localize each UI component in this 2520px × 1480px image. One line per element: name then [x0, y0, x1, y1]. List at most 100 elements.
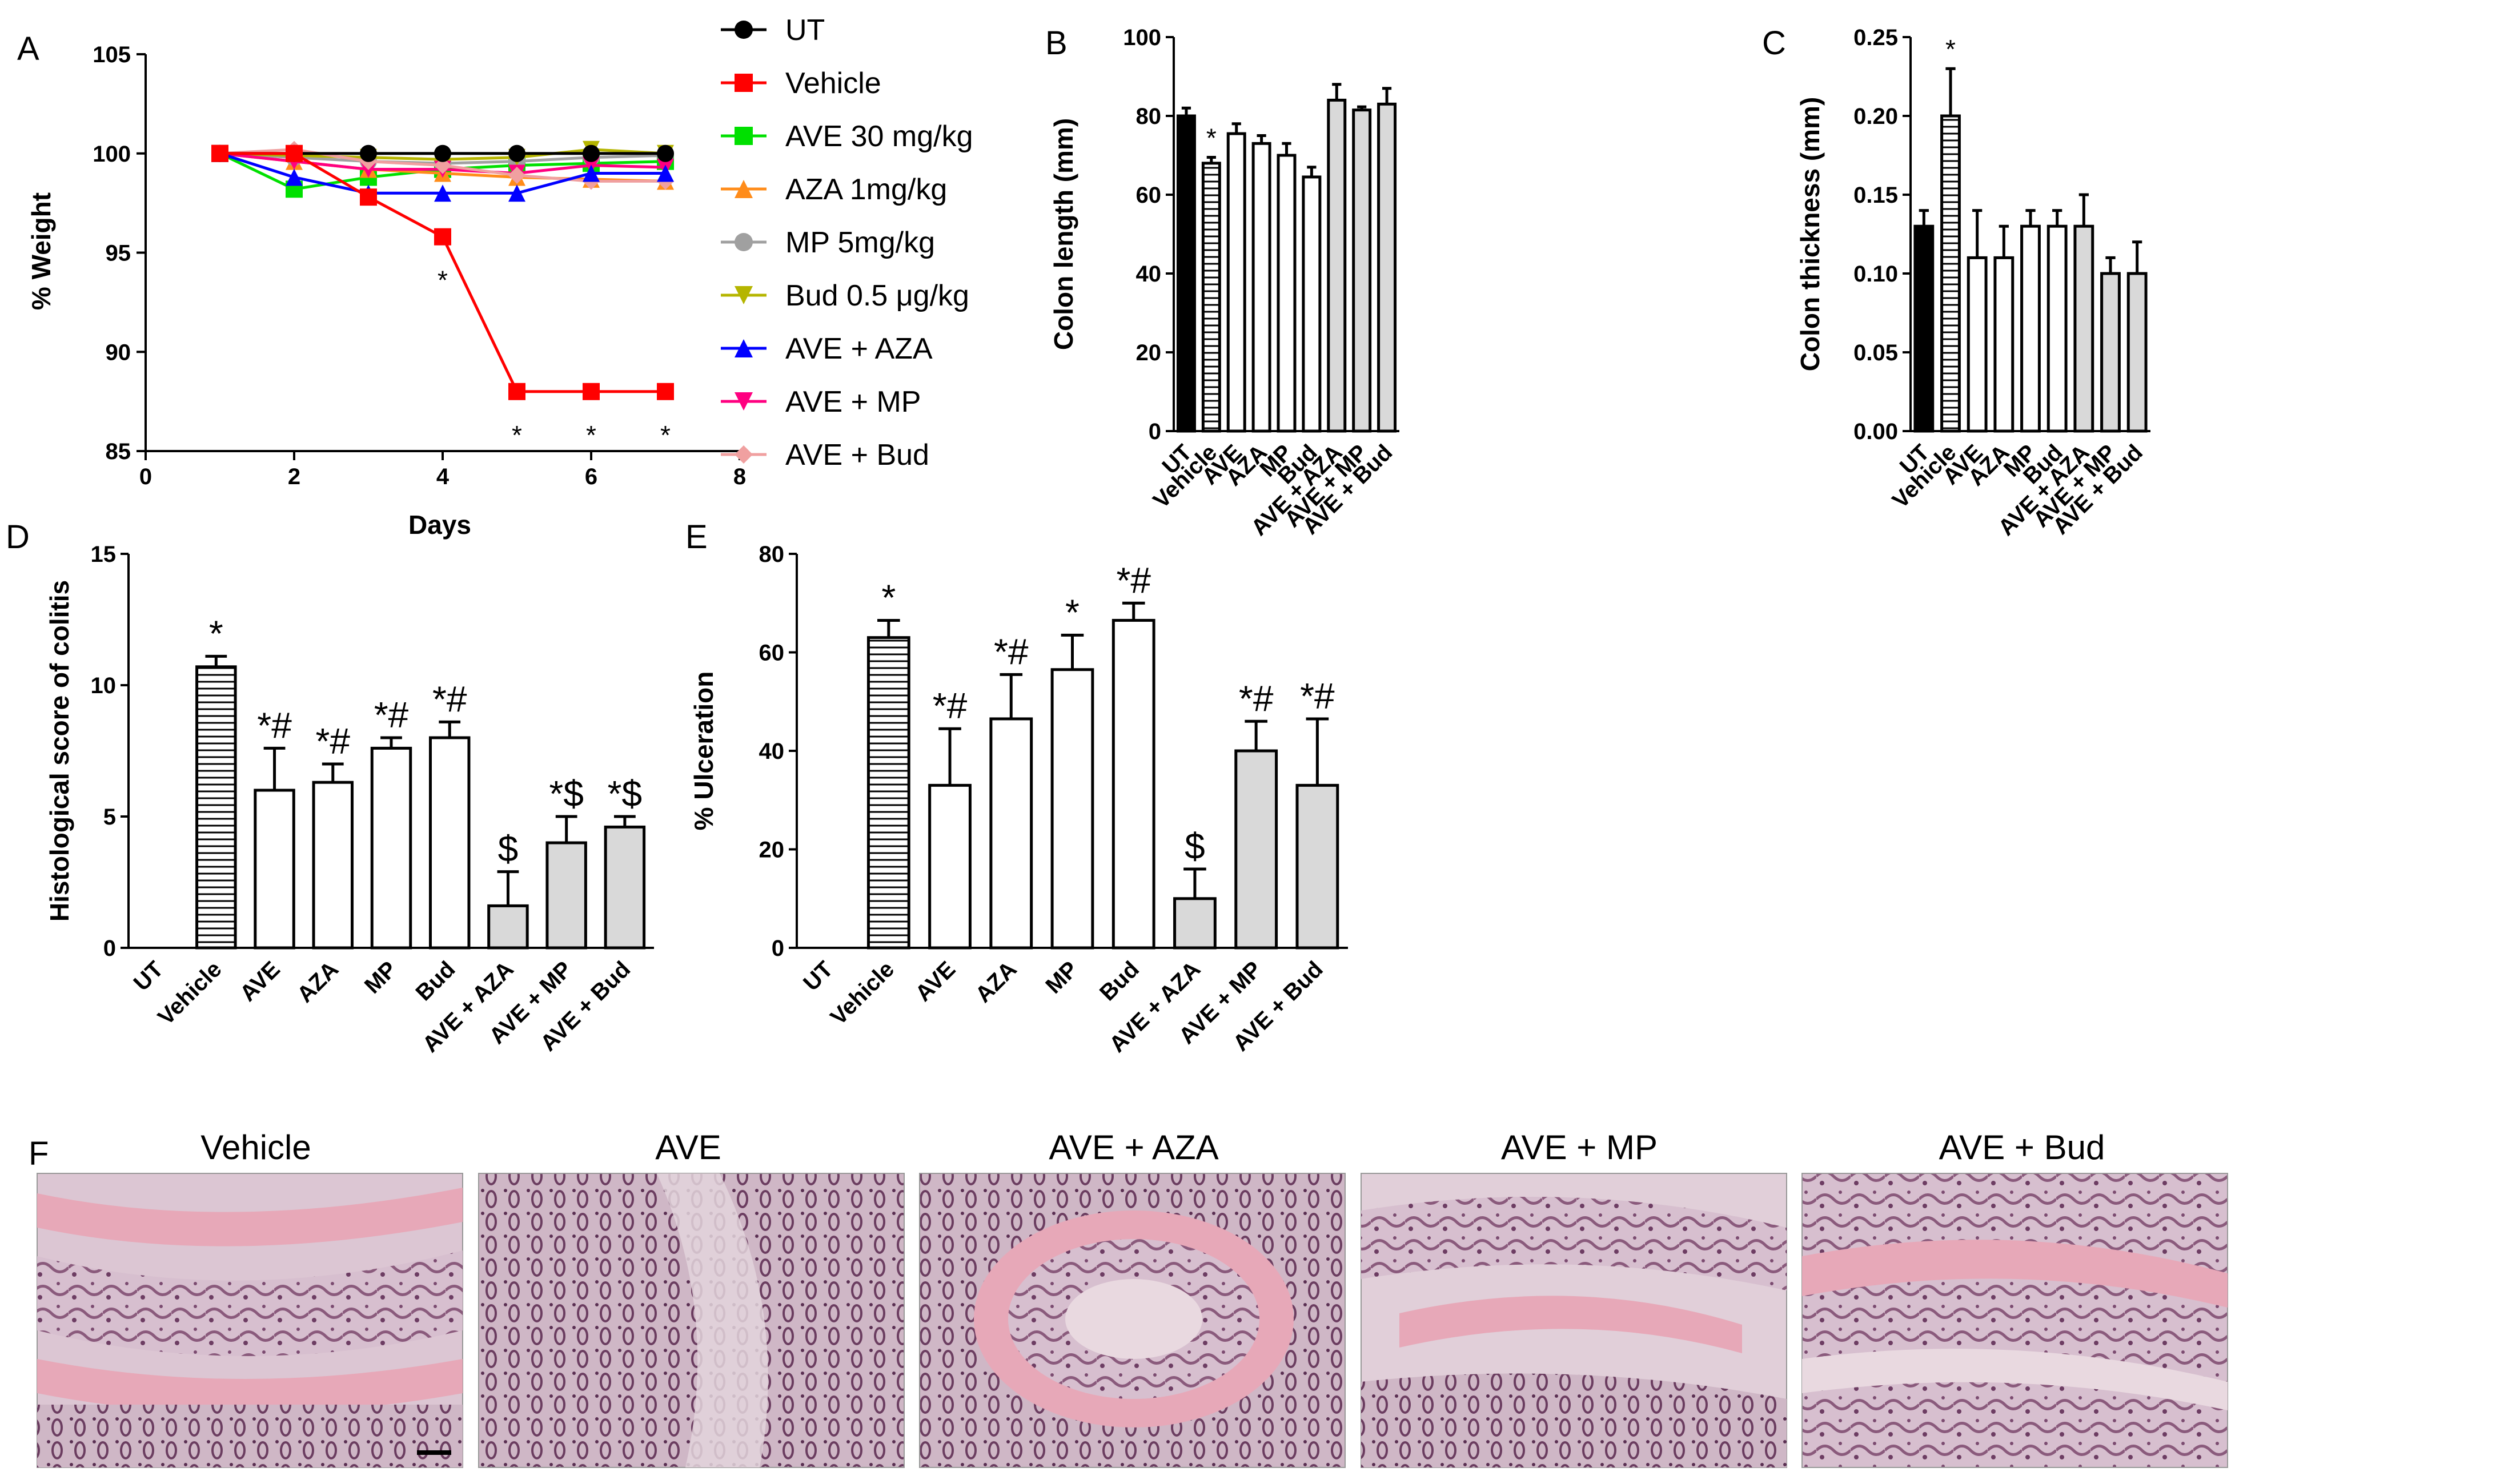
x-tick-label: Bud	[1095, 956, 1144, 1006]
bar	[604, 825, 646, 950]
bar	[2020, 224, 2041, 433]
x-tick-label: UT	[798, 956, 838, 996]
y-tick-label: 100	[93, 142, 131, 167]
histology-title-ave: AVE	[655, 1128, 721, 1167]
y-tick-label: 90	[106, 340, 131, 365]
y-tick-label: 40	[759, 739, 785, 764]
legend-marker	[735, 392, 753, 411]
bar	[2100, 272, 2121, 433]
x-tick-label: Vehicle	[153, 956, 227, 1030]
x-tick-label: 4	[436, 464, 450, 489]
y-tick-label: 80	[1136, 104, 1162, 129]
data-point	[360, 144, 377, 162]
significance-marker: *	[586, 420, 596, 450]
bar	[254, 789, 295, 950]
legend-marker	[735, 286, 753, 304]
significance-marker: *	[660, 420, 671, 450]
data-point	[286, 168, 303, 186]
legend-label: AVE + Bud	[785, 439, 929, 472]
legend-marker	[735, 339, 753, 357]
bar	[1176, 114, 1196, 433]
significance-marker: *#	[257, 705, 292, 746]
x-tick-label: 2	[288, 464, 300, 489]
y-tick-label: 0.15	[1853, 183, 1898, 208]
x-tick-label: UT	[129, 956, 168, 996]
y-tick-label: 15	[91, 542, 117, 567]
legend-label: AVE + AZA	[785, 332, 933, 365]
histology-image-vehicle	[37, 1173, 463, 1468]
data-point	[583, 164, 600, 182]
y-tick-label: 5	[103, 805, 116, 830]
y-tick-label: 40	[1136, 262, 1162, 287]
x-tick-label: Bud	[411, 956, 460, 1006]
significance-marker: *#	[316, 721, 351, 762]
significance-marker: $	[1185, 826, 1205, 867]
x-tick-label: Vehicle	[826, 956, 900, 1030]
panel-label-f: F	[29, 1135, 49, 1172]
bar	[1173, 897, 1217, 950]
y-tick-label: 0.25	[1853, 25, 1898, 50]
data-point	[360, 188, 377, 206]
histology-title-ave-mp: AVE + MP	[1501, 1128, 1658, 1167]
y-tick-label: 0	[772, 936, 784, 961]
y-tick-label: 60	[1136, 183, 1162, 208]
histology-image-ave-aza	[919, 1173, 1346, 1468]
y-axis-title: Colon thickness (mm)	[1795, 97, 1825, 372]
significance-marker: *	[881, 577, 896, 618]
bar	[1277, 154, 1297, 433]
bar	[2047, 224, 2068, 433]
legend-marker	[735, 127, 753, 145]
bar	[487, 904, 529, 950]
data-point	[508, 383, 525, 400]
y-tick-label: 10	[91, 673, 117, 698]
legend-marker	[735, 21, 753, 39]
histology-image-ave-mp	[1361, 1173, 1787, 1468]
bar	[928, 783, 972, 950]
y-axis-title: Colon length (mm)	[1049, 118, 1078, 350]
data-point	[434, 156, 451, 174]
x-tick-label: 0	[139, 464, 152, 489]
data-point	[508, 144, 525, 162]
significance-marker: *	[512, 420, 522, 450]
x-tick-label: MP	[1041, 956, 1083, 999]
legend-label: MP 5mg/kg	[785, 226, 935, 259]
y-tick-label: 60	[759, 641, 785, 666]
y-tick-label: 20	[759, 838, 785, 863]
bar	[312, 781, 354, 950]
legend-label: Vehicle	[785, 67, 881, 100]
bar	[1352, 108, 1372, 433]
data-point	[508, 166, 525, 184]
significance-marker: *#	[1116, 560, 1151, 601]
bar	[1295, 783, 1339, 950]
y-tick-label: 0.10	[1853, 262, 1898, 287]
panel-label-c: C	[1762, 25, 1786, 62]
x-tick-label: AVE	[910, 956, 960, 1006]
significance-marker: $	[498, 829, 519, 870]
bar	[1327, 98, 1347, 433]
bar	[428, 736, 471, 950]
ulceration-bar-chart: % Ulceration 0 20 40 60 80 UT * Vehicle *# AVE *# A…	[689, 542, 1348, 1057]
data-point	[286, 144, 303, 162]
bar	[1993, 256, 2015, 433]
significance-marker: *#	[933, 685, 968, 726]
x-tick-label: AVE	[235, 956, 285, 1006]
bar	[1967, 256, 1988, 433]
bar	[1226, 132, 1246, 433]
data-point	[657, 144, 674, 162]
bar	[1050, 668, 1094, 950]
y-tick-label: 80	[759, 542, 785, 567]
bar	[1201, 162, 1221, 433]
data-point	[583, 383, 600, 400]
y-tick-label: 85	[106, 439, 131, 464]
legend-marker	[735, 445, 753, 464]
legend-label: AVE + MP	[785, 385, 921, 419]
data-point	[434, 144, 451, 162]
x-tick-label: AZA	[970, 956, 1021, 1007]
bar	[1913, 224, 1935, 433]
legend-label: AVE 30 mg/kg	[785, 120, 973, 153]
y-tick-label: 100	[1123, 25, 1161, 50]
significance-marker: *#	[1300, 675, 1335, 717]
data-point	[434, 184, 451, 202]
data-point	[583, 144, 600, 162]
